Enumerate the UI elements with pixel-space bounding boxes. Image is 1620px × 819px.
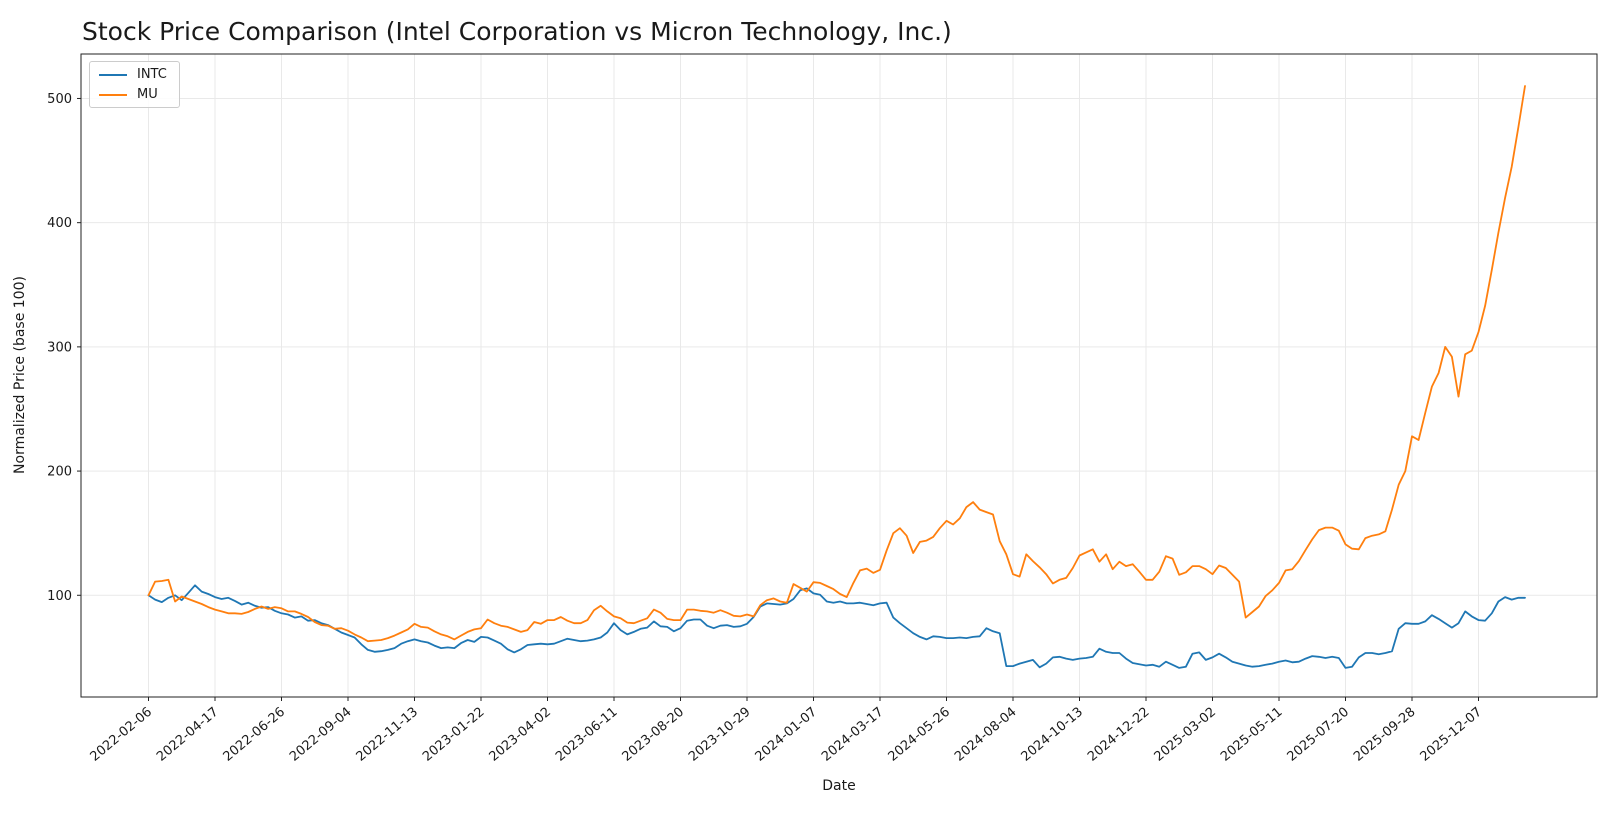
mu-legend-swatch — [99, 93, 127, 96]
mu-series-line — [147, 85, 1526, 643]
x-tick-label: 2023-04-02 — [487, 705, 555, 765]
x-tick-label: 2025-12-07 — [1418, 705, 1486, 765]
x-tick-label: 2023-06-11 — [553, 705, 621, 765]
intc-series-line — [147, 584, 1526, 669]
x-tick-label: 2025-07-20 — [1285, 705, 1353, 765]
mu-legend-label: MU — [137, 87, 158, 102]
legend: INTC MU — [89, 61, 180, 108]
legend-item-intc: INTC — [99, 68, 167, 81]
y-tick-label: 300 — [47, 340, 72, 355]
x-tick-label: 2025-09-28 — [1351, 705, 1419, 765]
x-axis-tick-labels: 2022-02-062022-04-172022-06-262022-09-04… — [88, 705, 1486, 765]
intc-legend-swatch — [99, 73, 127, 76]
x-tick-label: 2024-05-26 — [886, 705, 954, 765]
x-tick-label: 2023-01-22 — [420, 705, 488, 765]
plot-frame — [80, 53, 1598, 698]
x-tick-label: 2025-05-11 — [1218, 705, 1286, 765]
y-tick-label: 200 — [47, 465, 72, 480]
x-tick-label: 2024-12-22 — [1085, 705, 1153, 765]
x-tick-label: 2022-09-04 — [287, 705, 355, 765]
legend-item-mu: MU — [99, 88, 167, 101]
x-tick-label: 2025-03-02 — [1152, 705, 1220, 765]
x-axis-label: Date — [822, 778, 856, 794]
x-tick-label: 2023-08-20 — [620, 705, 688, 765]
y-axis-tick-labels: 100 200 300 400 500 — [47, 92, 72, 604]
x-tick-label: 2022-06-26 — [221, 705, 289, 765]
chart-title: Stock Price Comparison (Intel Corporatio… — [82, 17, 952, 46]
y-tick-label: 500 — [47, 92, 72, 107]
x-tick-label: 2022-04-17 — [154, 705, 222, 765]
gridlines — [81, 54, 1597, 697]
y-tick-label: 100 — [47, 589, 72, 604]
x-tick-label: 2022-11-13 — [354, 705, 422, 765]
x-tick-label: 2022-02-06 — [88, 705, 156, 765]
tick-marks — [77, 97, 1479, 701]
x-tick-label: 2023-10-29 — [686, 705, 754, 765]
x-tick-label: 2024-08-04 — [952, 705, 1020, 765]
x-tick-label: 2024-03-17 — [819, 705, 887, 765]
y-axis-label: Normalized Price (base 100) — [12, 276, 28, 474]
y-tick-label: 400 — [47, 216, 72, 231]
x-tick-label: 2024-10-13 — [1019, 705, 1087, 765]
intc-legend-label: INTC — [137, 67, 167, 82]
x-tick-label: 2024-01-07 — [753, 705, 821, 765]
